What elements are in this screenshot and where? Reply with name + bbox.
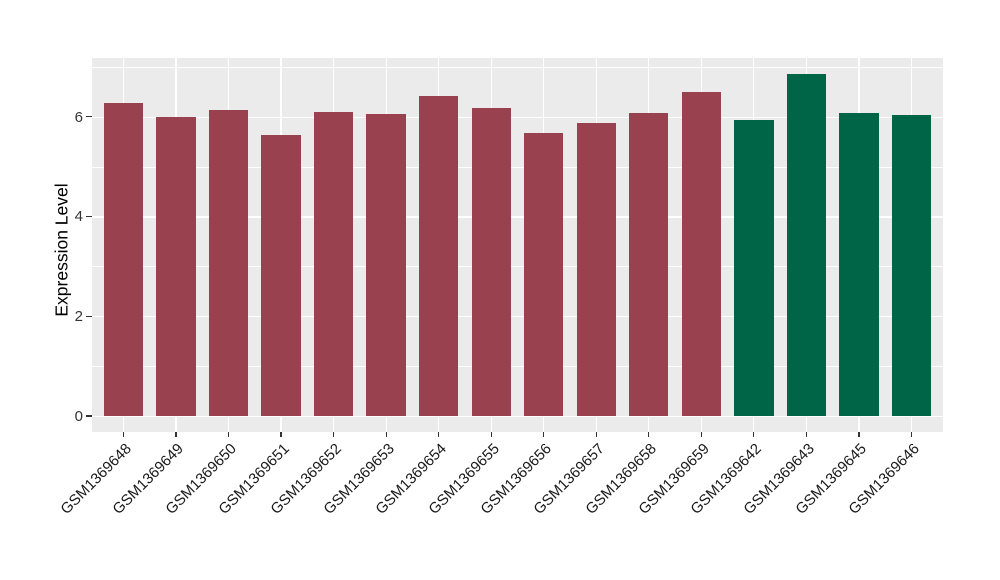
bar xyxy=(629,112,669,416)
grid-line-minor-h xyxy=(92,366,943,367)
y-tick-label: 2 xyxy=(74,308,83,326)
grid-line-minor-h xyxy=(92,66,943,68)
y-tick-label: 0 xyxy=(74,408,83,425)
bar xyxy=(261,135,301,416)
bar xyxy=(156,116,196,416)
x-tick-mark xyxy=(438,432,440,437)
grid-line-major-h xyxy=(92,316,943,318)
x-tick-mark xyxy=(122,432,125,437)
y-tick-mark xyxy=(86,116,92,118)
x-tick-mark xyxy=(333,432,335,437)
plot-panel xyxy=(92,58,943,432)
bar xyxy=(786,74,827,416)
x-tick-mark xyxy=(700,432,702,437)
bar xyxy=(103,103,144,416)
grid-line-minor-h xyxy=(92,166,943,168)
bar xyxy=(524,132,564,416)
bar xyxy=(366,113,406,416)
bar xyxy=(418,95,459,416)
x-tick-mark xyxy=(805,432,807,437)
bar xyxy=(576,123,616,416)
x-tick-mark xyxy=(280,432,282,437)
y-tick-label: 4 xyxy=(74,208,83,226)
bar xyxy=(471,108,511,416)
bar xyxy=(839,112,879,416)
x-tick-mark xyxy=(490,432,492,437)
x-tick-mark xyxy=(910,432,913,437)
y-tick-label: 6 xyxy=(74,108,83,126)
x-tick-mark xyxy=(543,432,545,437)
x-tick-mark xyxy=(595,432,597,437)
bar xyxy=(208,110,249,416)
bar xyxy=(681,92,722,416)
grid-line-major-h xyxy=(92,416,943,418)
bar xyxy=(891,114,932,416)
bar xyxy=(313,112,354,416)
x-tick-mark xyxy=(227,432,230,437)
grid-line-minor-h xyxy=(92,266,943,267)
y-axis-title: Expression Level xyxy=(51,183,72,317)
grid-line-major-h xyxy=(92,216,943,218)
y-tick-mark xyxy=(86,415,92,417)
grid-line-major-h xyxy=(92,116,943,118)
bar xyxy=(734,120,774,416)
x-tick-mark xyxy=(648,432,650,437)
x-tick-mark xyxy=(858,432,860,437)
x-tick-mark xyxy=(385,432,387,437)
y-tick-mark xyxy=(86,315,92,317)
y-tick-mark xyxy=(86,215,92,217)
x-tick-mark xyxy=(753,432,755,437)
x-tick-mark xyxy=(175,432,177,437)
